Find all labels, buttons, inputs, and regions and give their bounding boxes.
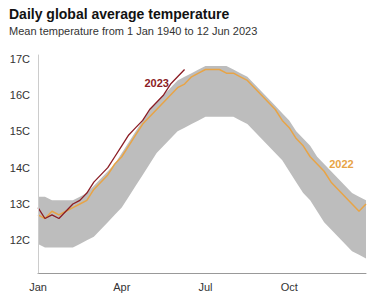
svg-text:13C: 13C bbox=[10, 198, 30, 210]
svg-text:14C: 14C bbox=[10, 162, 30, 174]
svg-text:2023: 2023 bbox=[144, 77, 168, 89]
svg-text:Oct: Oct bbox=[281, 281, 298, 293]
svg-text:Mean temperature from 1 Jan 19: Mean temperature from 1 Jan 1940 to 12 J… bbox=[9, 25, 257, 37]
svg-text:16C: 16C bbox=[10, 89, 30, 101]
svg-text:17C: 17C bbox=[10, 53, 30, 65]
svg-text:15C: 15C bbox=[10, 125, 30, 137]
svg-text:Jul: Jul bbox=[198, 281, 212, 293]
svg-text:Daily global average temperatu: Daily global average temperature bbox=[9, 6, 229, 22]
svg-text:2022: 2022 bbox=[329, 158, 353, 170]
svg-text:Jan: Jan bbox=[29, 281, 47, 293]
svg-text:12C: 12C bbox=[10, 234, 30, 246]
svg-text:Apr: Apr bbox=[113, 281, 130, 293]
